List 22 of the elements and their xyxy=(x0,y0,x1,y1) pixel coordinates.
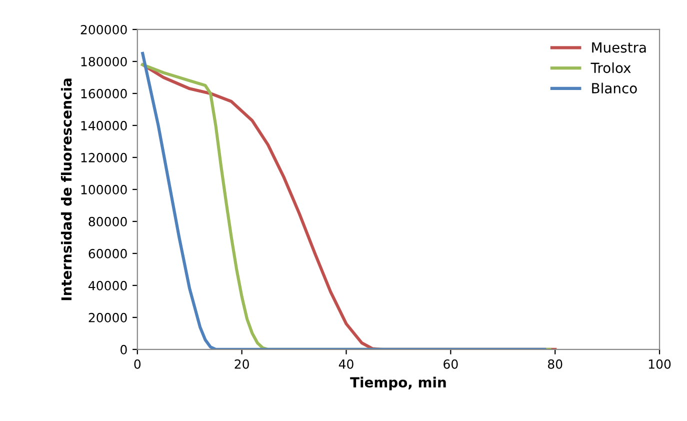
legend-label: Trolox xyxy=(590,62,631,74)
y-tick-label: 160000 xyxy=(81,88,127,98)
y-tick-label: 140000 xyxy=(81,120,127,130)
y-tick-label: 80000 xyxy=(88,216,127,226)
x-axis-title: Tiempo, min xyxy=(350,376,446,390)
x-tick-label: 80 xyxy=(548,359,562,369)
y-tick-label: 0 xyxy=(120,344,127,354)
y-tick-label: 200000 xyxy=(80,24,127,34)
y-tick-label: 60000 xyxy=(88,248,127,258)
y-tick-label: 120000 xyxy=(81,152,127,162)
y-tick-label: 180000 xyxy=(81,56,127,66)
legend-label: Blanco xyxy=(592,82,637,94)
y-tick-label: 20000 xyxy=(88,312,127,322)
y-axis-title: Internsidad de fluorescencia xyxy=(60,78,72,300)
x-tick-label: 100 xyxy=(648,359,671,369)
x-tick-label: 20 xyxy=(234,359,249,369)
legend-label: Muestra xyxy=(592,42,646,53)
x-tick-label: 60 xyxy=(444,359,458,369)
y-tick-label: 100000 xyxy=(81,184,127,194)
x-tick-label: 0 xyxy=(134,359,141,369)
y-tick-label: 40000 xyxy=(88,280,127,290)
x-tick-label: 40 xyxy=(338,359,354,369)
